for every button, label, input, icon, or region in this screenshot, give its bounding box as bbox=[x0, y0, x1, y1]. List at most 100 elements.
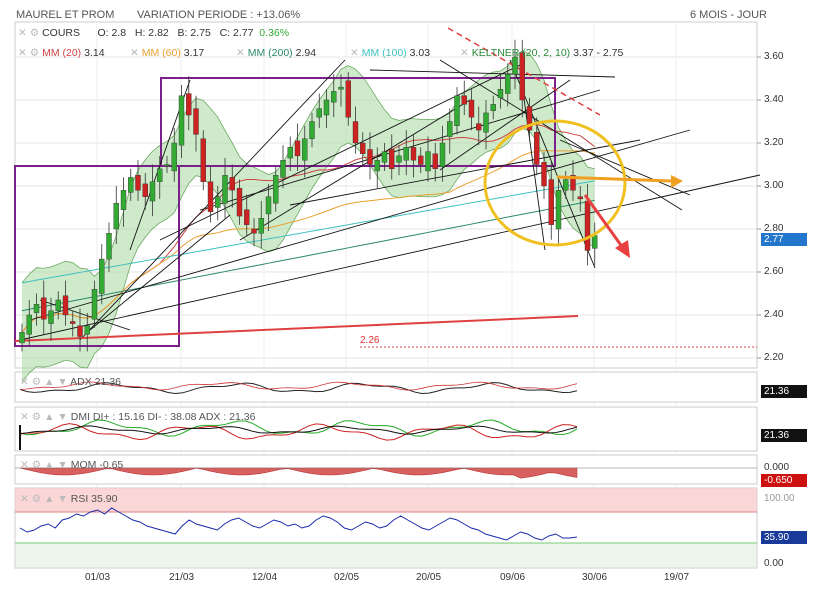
gear-icon[interactable]: ⚙ bbox=[29, 47, 40, 59]
close-icon[interactable]: ✕ bbox=[20, 411, 29, 423]
candle-body bbox=[106, 233, 112, 260]
dmi-label: DMI DI+ : 15.16 DI- : 38.08 ADX : 21.36 bbox=[70, 411, 256, 423]
down-arrow-icon[interactable]: ▼ bbox=[57, 459, 68, 471]
close-value: C: 2.77 bbox=[219, 27, 254, 39]
adx-di-line bbox=[19, 381, 578, 391]
dmi-adx-line bbox=[19, 425, 578, 435]
keltner-value: 3.37 - 2.75 bbox=[573, 47, 624, 59]
candle-body bbox=[193, 108, 199, 135]
gear-icon[interactable]: ⚙ bbox=[31, 459, 42, 471]
up-arrow-icon[interactable]: ▲ bbox=[44, 493, 55, 505]
candle-body bbox=[294, 140, 301, 157]
mm200-label: MM (200) bbox=[247, 47, 293, 59]
close-icon[interactable]: ✕ bbox=[20, 493, 29, 505]
candle-body bbox=[548, 179, 554, 225]
mm20-value: 3.14 bbox=[84, 47, 105, 59]
down-arrow-icon[interactable]: ▼ bbox=[57, 376, 68, 388]
close-icon[interactable]: ✕ bbox=[460, 47, 469, 59]
legend-row-cours: ✕ ⚙ COURS O: 2.8 H: 2.82 B: 2.75 C: 2.77… bbox=[18, 27, 289, 39]
rsi-axis-bottom: 0.00 bbox=[764, 558, 784, 569]
candle-body bbox=[215, 196, 221, 208]
candle-body bbox=[316, 108, 322, 118]
candle-body bbox=[244, 209, 250, 225]
rsi-overbought-zone bbox=[15, 488, 757, 512]
keltner-lower bbox=[21, 127, 595, 382]
candle-body bbox=[149, 181, 156, 202]
mm20-label: MM (20) bbox=[42, 47, 82, 59]
mm100-line bbox=[21, 180, 595, 284]
close-icon[interactable]: ✕ bbox=[18, 47, 27, 59]
candle-body bbox=[33, 304, 40, 314]
trendline bbox=[19, 174, 761, 341]
gear-icon[interactable]: ⚙ bbox=[31, 411, 42, 423]
gear-icon[interactable]: ⚙ bbox=[29, 27, 40, 39]
candle-body bbox=[91, 289, 98, 320]
candle-body bbox=[555, 190, 562, 230]
candle-body bbox=[251, 228, 257, 234]
up-arrow-icon[interactable]: ▲ bbox=[44, 411, 55, 423]
price-tick-label: 2.20 bbox=[764, 352, 784, 363]
legend-mm200: ✕ MM (200) 2.94 bbox=[236, 47, 316, 59]
gear-icon[interactable]: ⚙ bbox=[31, 376, 42, 388]
mom-label: MOM bbox=[70, 459, 97, 471]
trendline bbox=[89, 214, 231, 331]
rsi-legend: ✕ ⚙ ▲ ▼ RSI 35.90 bbox=[20, 493, 117, 505]
close-icon[interactable]: ✕ bbox=[18, 27, 27, 39]
candle-body bbox=[186, 93, 192, 116]
candle-body bbox=[41, 297, 47, 320]
candle-body bbox=[563, 179, 569, 191]
date-tick-label: 12/04 bbox=[252, 572, 278, 583]
candle-body bbox=[592, 235, 598, 249]
highlight-circle bbox=[483, 119, 627, 247]
candle-body bbox=[120, 190, 127, 210]
close-icon[interactable]: ✕ bbox=[350, 47, 359, 59]
candle-body bbox=[323, 99, 330, 116]
candle-body bbox=[418, 155, 424, 165]
mm100-value: 3.03 bbox=[409, 47, 431, 59]
candle-body bbox=[236, 187, 243, 217]
price-tick-label: 3.20 bbox=[764, 137, 784, 148]
candle-body bbox=[55, 299, 61, 311]
price-tick-label: 2.80 bbox=[764, 223, 784, 234]
red-dashed-resistance bbox=[447, 27, 601, 116]
candle-body bbox=[447, 121, 453, 137]
up-arrow-icon[interactable]: ▲ bbox=[44, 376, 55, 388]
down-arrow-icon[interactable]: ▼ bbox=[57, 411, 68, 423]
candle-body bbox=[454, 95, 460, 126]
close-icon[interactable]: ✕ bbox=[236, 47, 245, 59]
trendline bbox=[239, 99, 471, 241]
candle-body bbox=[302, 138, 308, 161]
down-arrow-icon[interactable]: ▼ bbox=[57, 493, 68, 505]
trendline bbox=[439, 79, 571, 171]
candle-body bbox=[200, 138, 206, 182]
legend-keltner: ✕ KELTNER (20, 2, 10) 3.37 - 2.75 bbox=[460, 47, 623, 59]
candle-body bbox=[280, 159, 286, 178]
open-value: O: 2.8 bbox=[97, 27, 127, 39]
gear-icon[interactable]: ⚙ bbox=[31, 493, 42, 505]
candle-body bbox=[287, 147, 293, 159]
candle-body bbox=[374, 159, 380, 172]
up-arrow-icon[interactable]: ▲ bbox=[44, 459, 55, 471]
candle-body bbox=[164, 164, 170, 167]
candle-body bbox=[483, 112, 489, 133]
red-arrowhead bbox=[615, 240, 630, 258]
candle-body bbox=[526, 106, 533, 131]
candle-body bbox=[70, 321, 76, 324]
date-tick-label: 20/05 bbox=[416, 572, 442, 583]
close-icon[interactable]: ✕ bbox=[20, 459, 29, 471]
candle-body bbox=[142, 183, 148, 197]
candle-body bbox=[258, 218, 264, 234]
candle-body bbox=[497, 89, 504, 99]
candle-body bbox=[410, 147, 417, 161]
candle-body bbox=[273, 175, 279, 204]
close-icon[interactable]: ✕ bbox=[130, 47, 139, 59]
candle-body bbox=[62, 295, 69, 316]
candles bbox=[19, 39, 598, 352]
cours-label: COURS bbox=[42, 27, 80, 39]
adx-tag: 21.36 bbox=[761, 385, 807, 398]
mm60-label: MM (60) bbox=[141, 47, 181, 59]
candle-body bbox=[309, 121, 315, 139]
candle-body bbox=[26, 314, 32, 335]
close-icon[interactable]: ✕ bbox=[20, 376, 29, 388]
mom-value: -0.65 bbox=[99, 459, 124, 471]
